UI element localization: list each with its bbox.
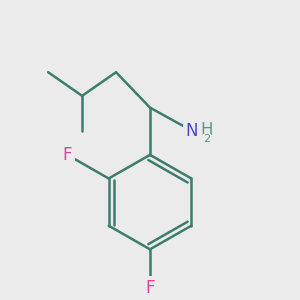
Text: N: N <box>185 122 198 140</box>
Text: H: H <box>201 121 213 139</box>
Text: F: F <box>63 146 72 164</box>
Text: 2: 2 <box>203 134 211 144</box>
Text: F: F <box>145 279 155 297</box>
